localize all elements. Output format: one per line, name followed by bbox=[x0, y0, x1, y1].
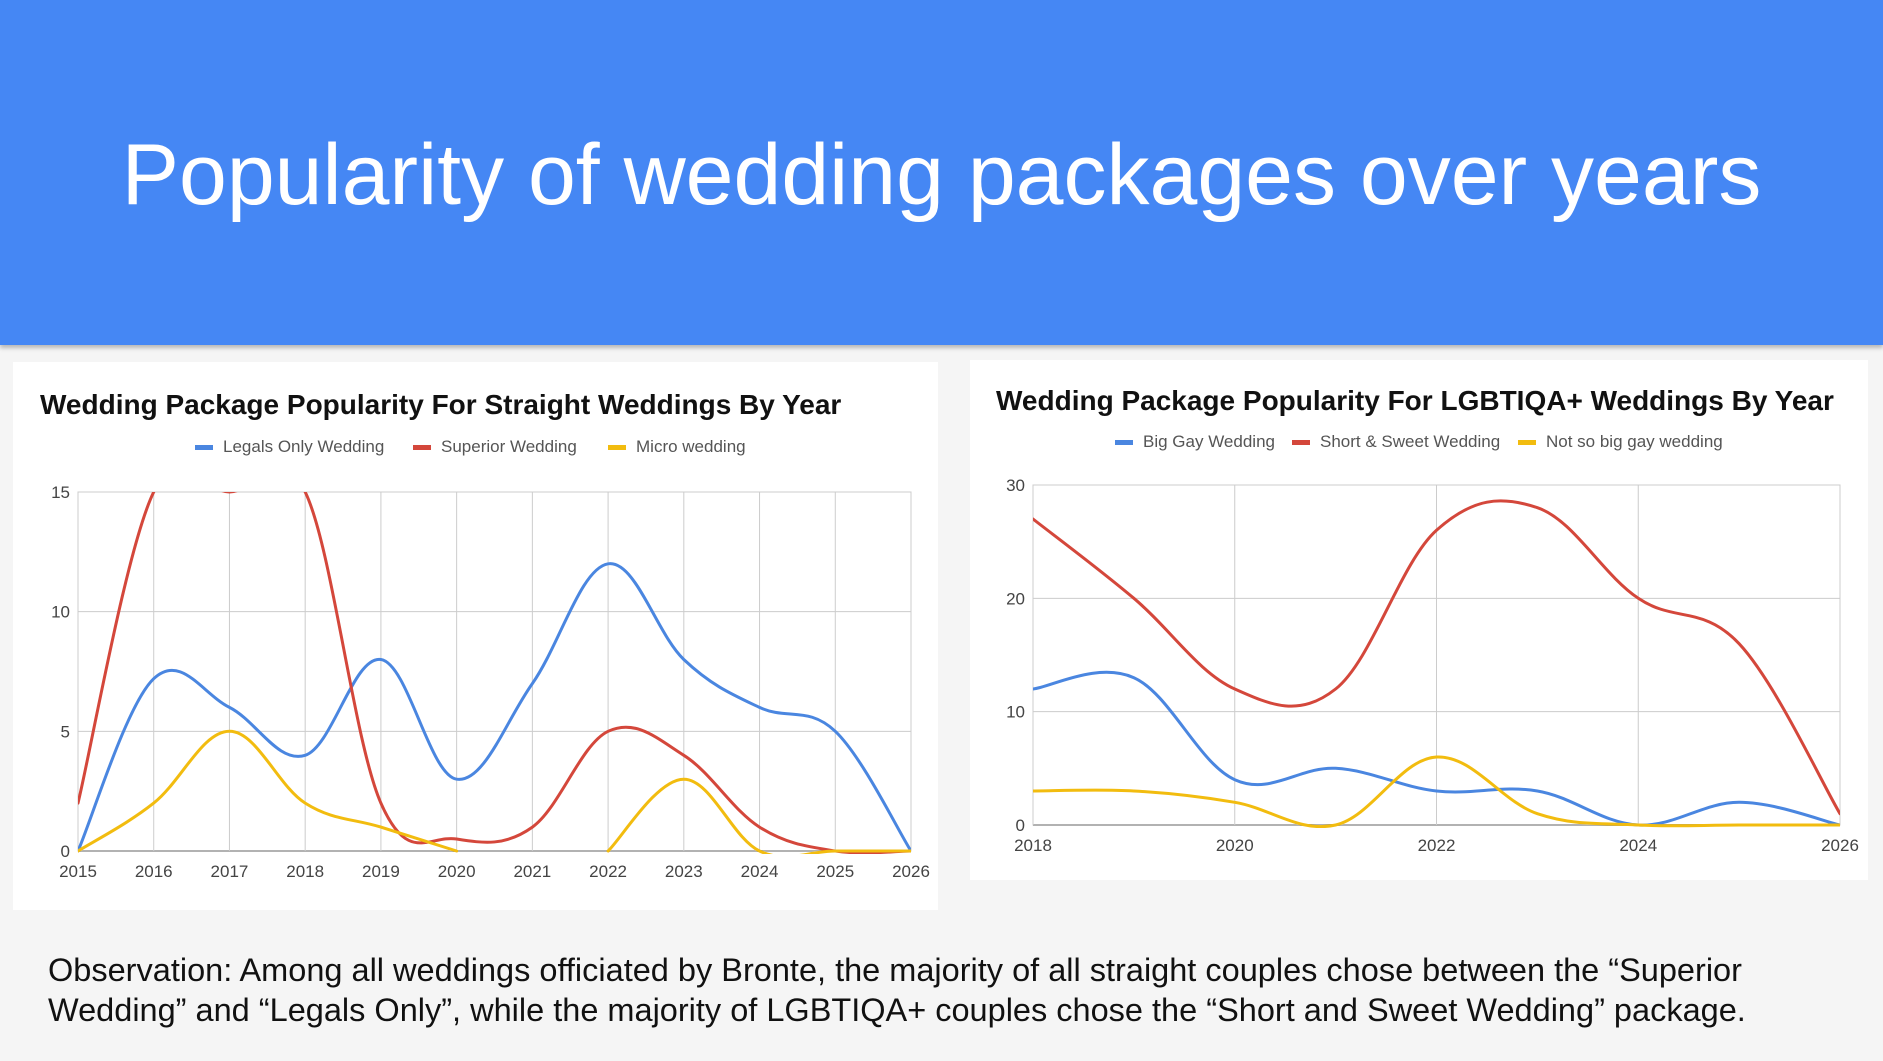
x-tick-label: 2018 bbox=[286, 862, 324, 881]
x-tick-label: 2015 bbox=[59, 862, 97, 881]
lgbtiqa-weddings-chart: Wedding Package Popularity For LGBTIQA+ … bbox=[996, 385, 1859, 855]
legend-label: Superior Wedding bbox=[441, 437, 577, 456]
plot-frame bbox=[77, 491, 912, 852]
y-tick-label: 15 bbox=[51, 483, 70, 502]
chart-title: Wedding Package Popularity For LGBTIQA+ … bbox=[996, 385, 1834, 416]
x-tick-label: 2023 bbox=[665, 862, 703, 881]
legend-swatch bbox=[413, 445, 431, 450]
series-line-superior-wedding bbox=[78, 492, 911, 854]
lgbtiqa-weddings-chart-card: Wedding Package Popularity For LGBTIQA+ … bbox=[970, 360, 1868, 880]
legend-swatch bbox=[1518, 440, 1536, 445]
y-tick-label: 0 bbox=[1016, 816, 1025, 835]
legend-swatch bbox=[1292, 440, 1310, 445]
x-tick-label: 2022 bbox=[589, 862, 627, 881]
x-tick-label: 2019 bbox=[362, 862, 400, 881]
x-tick-label: 2016 bbox=[135, 862, 173, 881]
y-tick-label: 10 bbox=[1006, 703, 1025, 722]
x-tick-label: 2022 bbox=[1418, 836, 1456, 855]
straight-weddings-chart: Wedding Package Popularity For Straight … bbox=[40, 389, 930, 881]
x-tick-label: 2024 bbox=[1619, 836, 1657, 855]
legend-label: Not so big gay wedding bbox=[1546, 432, 1723, 451]
x-tick-label: 2020 bbox=[1216, 836, 1254, 855]
straight-weddings-chart-card: Wedding Package Popularity For Straight … bbox=[13, 362, 938, 910]
legend-swatch bbox=[608, 445, 626, 450]
x-tick-label: 2018 bbox=[1014, 836, 1052, 855]
series-line-micro-wedding bbox=[78, 729, 459, 853]
x-tick-label: 2024 bbox=[741, 862, 779, 881]
x-tick-label: 2021 bbox=[513, 862, 551, 881]
x-tick-label: 2026 bbox=[1821, 836, 1859, 855]
x-tick-label: 2025 bbox=[816, 862, 854, 881]
series-line-big-gay-wedding bbox=[1033, 670, 1840, 827]
plot-frame bbox=[1032, 484, 1841, 826]
legend-label: Short & Sweet Wedding bbox=[1320, 432, 1500, 451]
legend-label: Legals Only Wedding bbox=[223, 437, 384, 456]
x-tick-label: 2020 bbox=[438, 862, 476, 881]
series-line-short-sweet-wedding bbox=[1033, 499, 1840, 816]
y-tick-label: 10 bbox=[51, 603, 70, 622]
legend-label: Micro wedding bbox=[636, 437, 746, 456]
observation-text: Observation: Among all weddings officiat… bbox=[48, 952, 1746, 1028]
y-tick-label: 5 bbox=[61, 722, 70, 741]
legend-swatch bbox=[195, 445, 213, 450]
y-tick-label: 30 bbox=[1006, 476, 1025, 495]
series-line-not-so-big-gay-wedding bbox=[1033, 755, 1840, 828]
chart-title: Wedding Package Popularity For Straight … bbox=[40, 389, 841, 420]
y-tick-label: 0 bbox=[61, 842, 70, 861]
y-tick-label: 20 bbox=[1006, 589, 1025, 608]
title-banner: Popularity of wedding packages over year… bbox=[0, 0, 1883, 345]
series-line-micro-wedding bbox=[606, 777, 911, 854]
x-tick-label: 2026 bbox=[892, 862, 930, 881]
legend-swatch bbox=[1115, 440, 1133, 445]
legend-label: Big Gay Wedding bbox=[1143, 432, 1275, 451]
x-tick-label: 2017 bbox=[211, 862, 249, 881]
series-line-legals-only-wedding bbox=[78, 562, 911, 853]
slide-title: Popularity of wedding packages over year… bbox=[121, 127, 1762, 223]
